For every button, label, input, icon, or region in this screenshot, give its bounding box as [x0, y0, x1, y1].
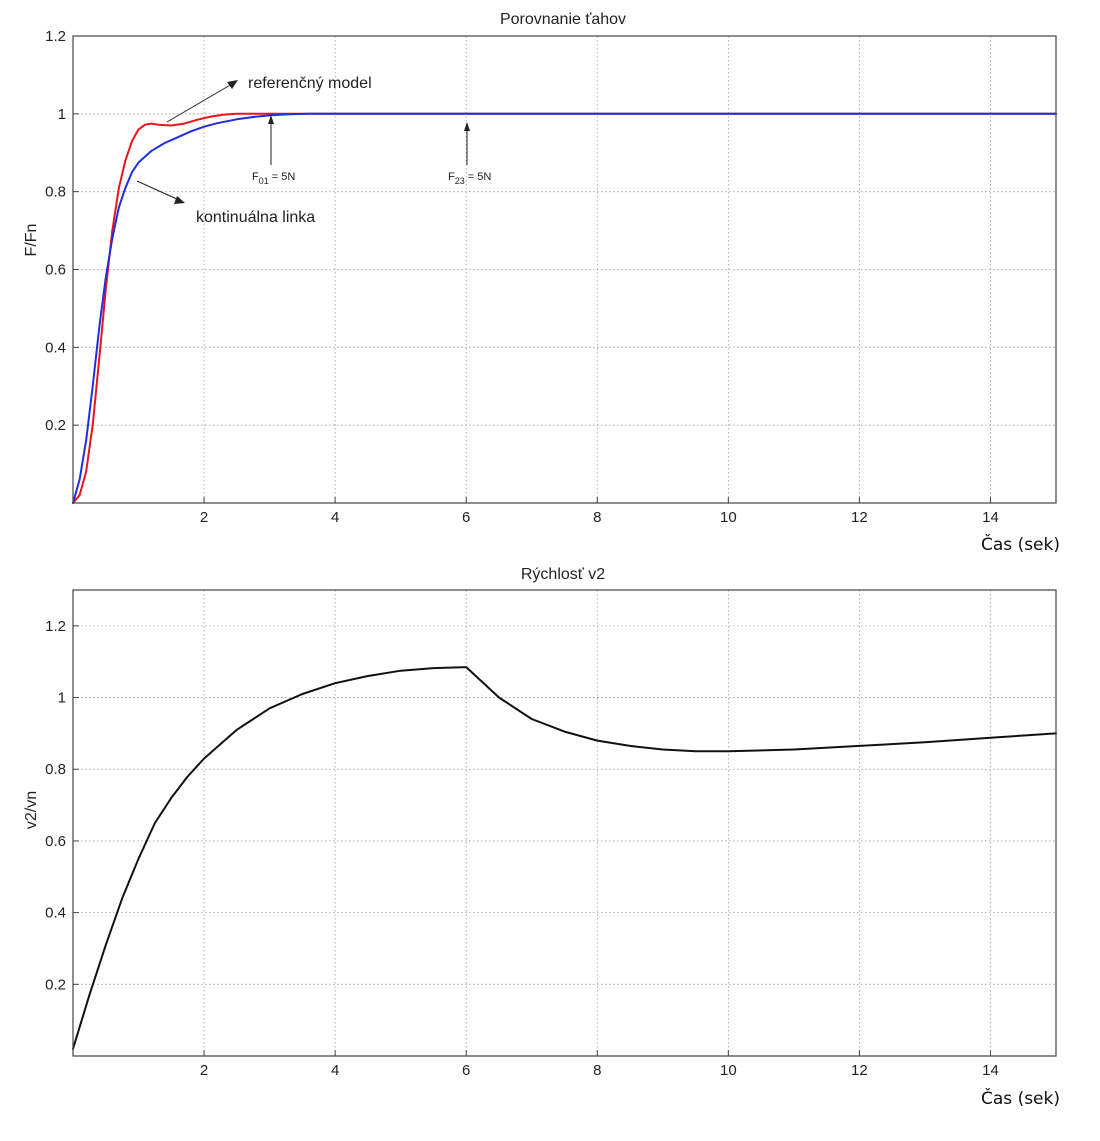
- x-tick-label: 4: [331, 509, 339, 526]
- series-group: [72, 666, 1057, 1050]
- x-tick-label: 14: [982, 509, 999, 526]
- annotation-continuous-line: kontinuálna linka: [196, 209, 315, 226]
- annotation-arrow-continuous-line: [136, 180, 180, 201]
- y-tick-label: 0.6: [45, 833, 66, 850]
- grid: [73, 590, 1056, 1056]
- x-axis-label: Čas (sek): [981, 1087, 1060, 1109]
- x-tick-label: 2: [200, 1062, 208, 1079]
- y-tick-label: 0.4: [45, 339, 66, 356]
- x-tick-label: 12: [851, 1062, 868, 1079]
- chart-tahy: Porovnanie ťahov 2 4 6 8 10 12 14 0.2 0.4 0.6 0.8 1…: [23, 11, 1060, 555]
- x-tick-label: 10: [720, 1062, 737, 1079]
- y-tick-label: 1: [58, 690, 66, 707]
- arrowhead-icon: [174, 196, 185, 204]
- x-tick-label: 8: [593, 1062, 601, 1079]
- x-tick-label: 6: [462, 509, 470, 526]
- x-tick-label: 12: [851, 509, 868, 526]
- annotation-arrow-reference-model: [166, 83, 233, 123]
- y-tick-label: 1: [58, 106, 66, 123]
- x-tick-label: 8: [593, 509, 601, 526]
- chart-title: Porovnanie ťahov: [500, 11, 626, 28]
- force-23-label: F23 = 5N: [448, 171, 491, 186]
- y-tick-label: 1.2: [45, 618, 66, 635]
- grid: [73, 35, 1056, 503]
- arrowhead-icon: [464, 122, 470, 131]
- series-line-1: [72, 112, 1057, 504]
- x-tick-label: 2: [200, 509, 208, 526]
- annotation-reference-model: referenčný model: [248, 75, 372, 92]
- y-tick-label: 0.4: [45, 905, 66, 922]
- chart-rychlost: Rýchlosť v2 2 4 6 8 10 12 14 0.2 0.4 0.6 0.8 1 1.2 v…: [23, 566, 1060, 1109]
- plot-frame: [72, 589, 1057, 1057]
- y-tick-label: 0.8: [45, 761, 66, 778]
- x-tick-label: 14: [982, 1062, 999, 1079]
- chart-title: Rýchlosť v2: [521, 566, 605, 583]
- y-tick-label: 0.2: [45, 976, 66, 993]
- force-01-label: F01 = 5N: [252, 171, 295, 186]
- series-line-0: [72, 112, 1057, 504]
- x-tick-label: 10: [720, 509, 737, 526]
- y-axis-label: F/Fn: [23, 224, 40, 257]
- arrowhead-icon: [227, 80, 238, 89]
- plot-frame: [72, 35, 1057, 504]
- series-group: [72, 112, 1057, 504]
- tick-labels: 2 4 6 8 10 12 14 0.2 0.4 0.6 0.8 1 1.2: [45, 618, 999, 1079]
- y-tick-label: 0.8: [45, 184, 66, 201]
- y-tick-label: 0.2: [45, 417, 66, 434]
- tick-labels: 2 4 6 8 10 12 14 0.2 0.4 0.6 0.8 1 1.2: [45, 28, 999, 526]
- x-tick-label: 6: [462, 1062, 470, 1079]
- y-tick-label: 0.6: [45, 262, 66, 279]
- y-tick-label: 1.2: [45, 28, 66, 45]
- arrowhead-icon: [268, 115, 274, 124]
- series-line-0: [72, 666, 1057, 1050]
- x-axis-label: Čas (sek): [981, 533, 1060, 555]
- y-axis-label: v2/vn: [23, 791, 40, 829]
- x-tick-label: 4: [331, 1062, 339, 1079]
